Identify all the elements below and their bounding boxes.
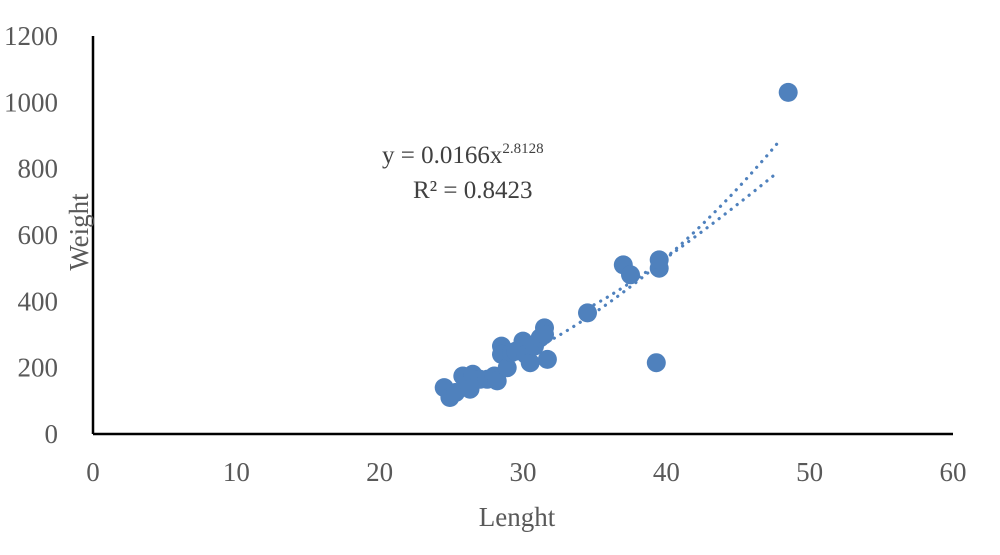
data-point-18 <box>520 353 540 373</box>
equation-base: y = 0.0166x <box>382 142 503 169</box>
r-squared-label: R² = 0.8423 <box>413 177 533 204</box>
data-point-30 <box>778 82 798 102</box>
y-tick-label-5: 1000 <box>4 87 58 117</box>
x-tick-label-2: 20 <box>366 457 393 487</box>
x-tick-label-4: 40 <box>653 457 680 487</box>
data-points <box>434 82 798 407</box>
data-point-22 <box>535 325 554 344</box>
x-axis-title: Lenght <box>479 502 556 532</box>
y-tick-labels: 0 200 400 600 800 1000 1200 <box>4 21 58 449</box>
equation-exponent: 2.8128 <box>502 141 543 157</box>
y-axis-title: Weight <box>64 193 94 271</box>
y-tick-label-0: 0 <box>45 419 59 449</box>
y-tick-label-1: 200 <box>18 353 59 383</box>
data-point-26 <box>621 265 640 285</box>
y-tick-label-2: 400 <box>18 286 59 316</box>
x-tick-label-5: 50 <box>796 457 823 487</box>
x-tick-label-0: 0 <box>86 457 100 487</box>
y-tick-label-6: 1200 <box>4 21 58 51</box>
data-point-10 <box>487 371 507 391</box>
y-tick-label-4: 800 <box>18 154 59 184</box>
trendline-1 <box>578 170 780 313</box>
x-tick-labels: 0 10 20 30 40 50 60 <box>86 457 966 487</box>
data-point-13 <box>497 358 517 378</box>
trendline-equation: y = 0.0166x2.8128 <box>382 141 544 169</box>
data-point-29 <box>649 250 669 270</box>
y-tick-label-3: 600 <box>18 220 59 250</box>
data-point-24 <box>578 303 597 323</box>
x-tick-label-6: 60 <box>940 457 967 487</box>
data-point-27 <box>646 353 666 373</box>
data-point-23 <box>537 349 557 369</box>
x-tick-label-1: 10 <box>223 457 250 487</box>
x-tick-label-3: 30 <box>510 457 537 487</box>
